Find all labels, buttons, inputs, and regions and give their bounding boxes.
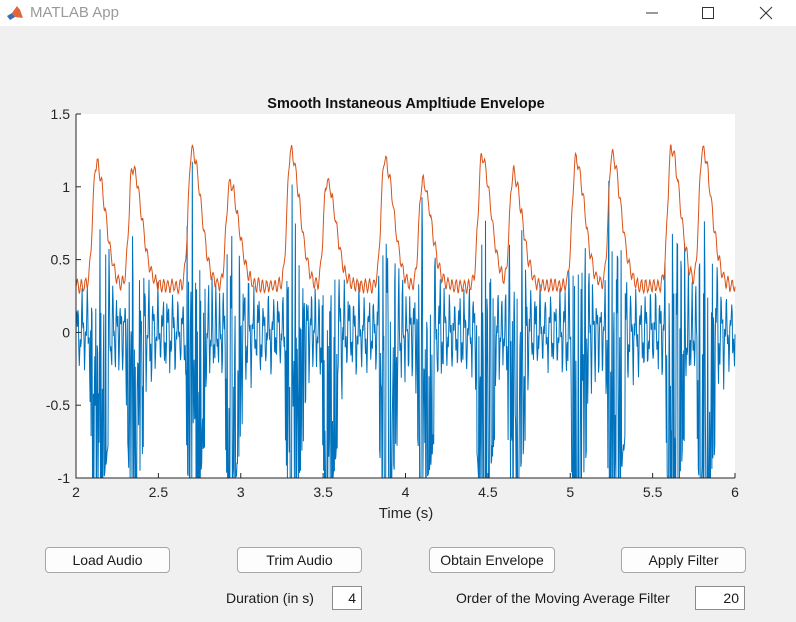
title-bar: MATLAB App	[0, 0, 796, 26]
filter-order-label: Order of the Moving Average Filter	[456, 590, 670, 606]
signal-line	[75, 161, 736, 479]
x-tick-label: 2.5	[149, 484, 169, 500]
x-tick-label: 2	[72, 484, 80, 500]
maximize-button[interactable]	[684, 0, 732, 26]
axes: 2 2.5 3 3.5 4 4.5 5 5.5 6 -1 -0.5 0 0.5 1 1.5	[46, 106, 739, 500]
close-button[interactable]	[742, 0, 790, 26]
matlab-logo-icon	[7, 6, 23, 20]
x-tick-label: 6	[731, 484, 739, 500]
filter-order-field[interactable]: 20	[695, 586, 745, 610]
y-tick-label: 1.5	[51, 106, 71, 122]
duration-field[interactable]: 4	[332, 586, 362, 610]
minimize-button[interactable]	[628, 0, 676, 26]
y-tick-label: 0.5	[51, 252, 71, 268]
x-tick-label: 3.5	[313, 484, 333, 500]
x-axis-label: Time (s)	[379, 505, 433, 522]
plot-lines	[75, 144, 736, 479]
obtain-envelope-button[interactable]: Obtain Envelope	[429, 547, 555, 573]
y-tick-label: -1	[58, 470, 71, 486]
x-tick-label: 5	[566, 484, 574, 500]
x-tick-label: 4	[402, 484, 410, 500]
chart-title: Smooth Instaneous Ampltiude Envelope	[267, 96, 544, 112]
apply-filter-button[interactable]: Apply Filter	[621, 547, 746, 573]
x-tick-label: 4.5	[478, 484, 498, 500]
minimize-icon	[646, 12, 658, 14]
trim-audio-button[interactable]: Trim Audio	[237, 547, 362, 573]
window-title: MATLAB App	[30, 4, 119, 21]
y-tick-label: -0.5	[46, 397, 70, 413]
y-tick-label: 1	[62, 179, 70, 195]
x-tick-label: 5.5	[643, 484, 663, 500]
y-tick-label: 0	[62, 324, 70, 340]
envelope-chart: 2 2.5 3 3.5 4 4.5 5 5.5 6 -1 -0.5 0 0.5 1 1.5 Smooth I…	[46, 96, 739, 522]
load-audio-button[interactable]: Load Audio	[45, 547, 170, 573]
duration-label: Duration (in s)	[226, 590, 314, 606]
envelope-line	[75, 144, 736, 296]
x-tick-label: 3	[237, 484, 245, 500]
close-icon	[759, 6, 773, 20]
maximize-icon	[702, 7, 714, 19]
